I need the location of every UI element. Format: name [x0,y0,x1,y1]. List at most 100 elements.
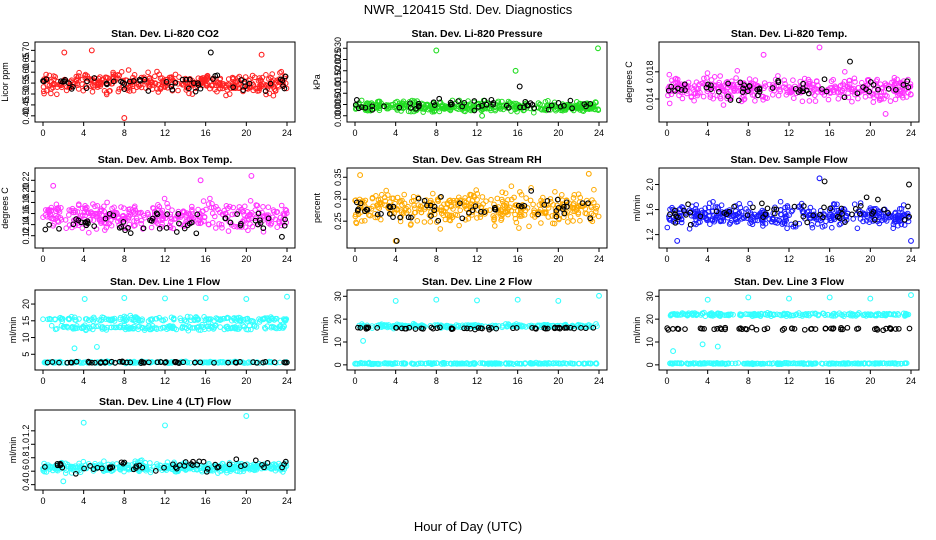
y-tick-label: 0.000 [333,104,343,127]
data-point [167,224,174,230]
data-point [885,86,892,92]
data-point [61,49,68,56]
data-point [161,324,168,331]
x-tick-label: 0 [664,254,669,264]
data-point [752,77,759,83]
data-point [827,205,834,212]
data-point [704,296,711,303]
data-point [753,214,760,220]
series-outlier [353,188,594,244]
x-tick-label: 24 [282,376,292,386]
data-point [537,102,543,108]
data-point [735,360,742,366]
x-tick-label: 4 [705,128,710,138]
data-point [157,85,163,91]
data-point [281,222,288,229]
data-point [256,319,263,325]
data-point [468,107,474,114]
data-point [521,104,527,111]
data-point [58,316,65,322]
data-point [744,212,751,218]
data-point [197,177,204,184]
data-point [517,209,524,216]
data-point [852,206,859,212]
data-point [739,94,746,101]
y-tick-label: 0.22 [21,172,31,190]
data-point [734,68,741,74]
data-point [237,317,244,324]
data-point [707,221,713,227]
data-point [184,313,191,320]
data-point [223,203,230,209]
data-point [669,77,675,84]
data-point [821,76,828,83]
data-point [76,316,82,322]
data-point [801,326,808,333]
data-point [233,456,240,463]
data-point [253,324,260,330]
x-tick-label: 20 [553,376,563,386]
x-tick-label: 4 [81,254,86,264]
data-point [181,225,188,232]
data-point [823,88,830,95]
data-point [374,211,381,218]
data-point [795,204,802,210]
x-tick-label: 24 [906,254,916,264]
data-point [570,218,576,224]
x-tick-label: 4 [705,254,710,264]
data-point [126,78,133,85]
data-point [456,194,462,201]
data-point [834,213,841,220]
data-point [428,213,434,219]
y-tick-label: 0.025 [333,48,343,71]
data-point [518,203,525,210]
figure-title: NWR_120415 Std. Dev. Diagnostics [364,2,573,17]
data-point [255,210,262,217]
data-point [733,75,739,81]
data-point [260,204,266,210]
data-point [219,81,226,87]
y-axis-label: degrees C [0,187,10,229]
data-point [219,225,225,231]
y-tick-label: 10 [333,337,343,347]
data-point [720,102,727,108]
series-green [352,45,602,119]
data-point [679,95,686,102]
data-point [717,218,724,225]
data-point [207,195,213,202]
data-point [204,323,210,330]
data-point [156,225,163,232]
data-point [691,97,697,104]
data-point [241,218,248,224]
data-point [513,219,520,226]
y-tick-label: 30 [645,291,655,301]
x-tick-label: 8 [122,128,127,138]
data-point [749,324,755,331]
data-point [697,213,704,220]
data-point [90,201,96,207]
data-point [841,94,848,101]
data-point [189,203,195,210]
data-point [259,83,265,90]
x-tick-label: 16 [513,128,523,138]
panel-title: Stan. Dev. Li-820 Temp. [731,28,847,40]
series-outlier [664,324,913,334]
data-point [378,211,384,217]
data-point [857,203,864,209]
data-point [594,203,601,210]
data-point [674,76,681,83]
data-point [903,94,910,100]
panel-title: Stan. Dev. Sample Flow [730,154,848,166]
data-point [707,94,714,100]
data-point [75,86,82,92]
data-point [890,221,897,228]
data-point [405,214,412,221]
y-tick-label: 0.50 [21,85,31,103]
data-point [93,323,99,330]
data-point [50,215,56,222]
